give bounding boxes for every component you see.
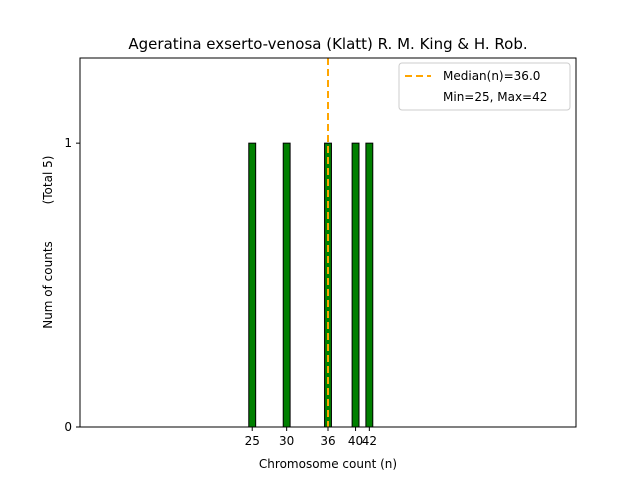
x-tick-label-30: 30 xyxy=(279,434,294,448)
y-axis-ticks: 01 xyxy=(64,136,80,434)
y-tick-label-0: 0 xyxy=(64,420,72,434)
bar-30 xyxy=(282,142,291,428)
x-tick-label-42: 42 xyxy=(362,434,377,448)
x-tick-label-36: 36 xyxy=(320,434,335,448)
chart-title: Ageratina exserto-venosa (Klatt) R. M. K… xyxy=(128,35,527,53)
bar-42 xyxy=(365,142,374,428)
x-axis-label: Chromosome count (n) xyxy=(259,457,397,471)
x-tick-label-40: 40 xyxy=(348,434,363,448)
legend-box xyxy=(398,62,571,111)
bar-25 xyxy=(248,142,257,428)
y-axis-total-note: (Total 5) xyxy=(41,156,55,205)
y-axis-label: Num of counts xyxy=(41,241,55,329)
bar-40 xyxy=(351,142,360,428)
y-tick-label-1: 1 xyxy=(64,136,72,150)
legend-median-label: Median(n)=36.0 xyxy=(443,69,540,83)
legend-range-label: Min=25, Max=42 xyxy=(443,90,547,104)
legend: Median(n)=36.0 Min=25, Max=42 xyxy=(398,62,571,111)
x-tick-label-25: 25 xyxy=(245,434,260,448)
